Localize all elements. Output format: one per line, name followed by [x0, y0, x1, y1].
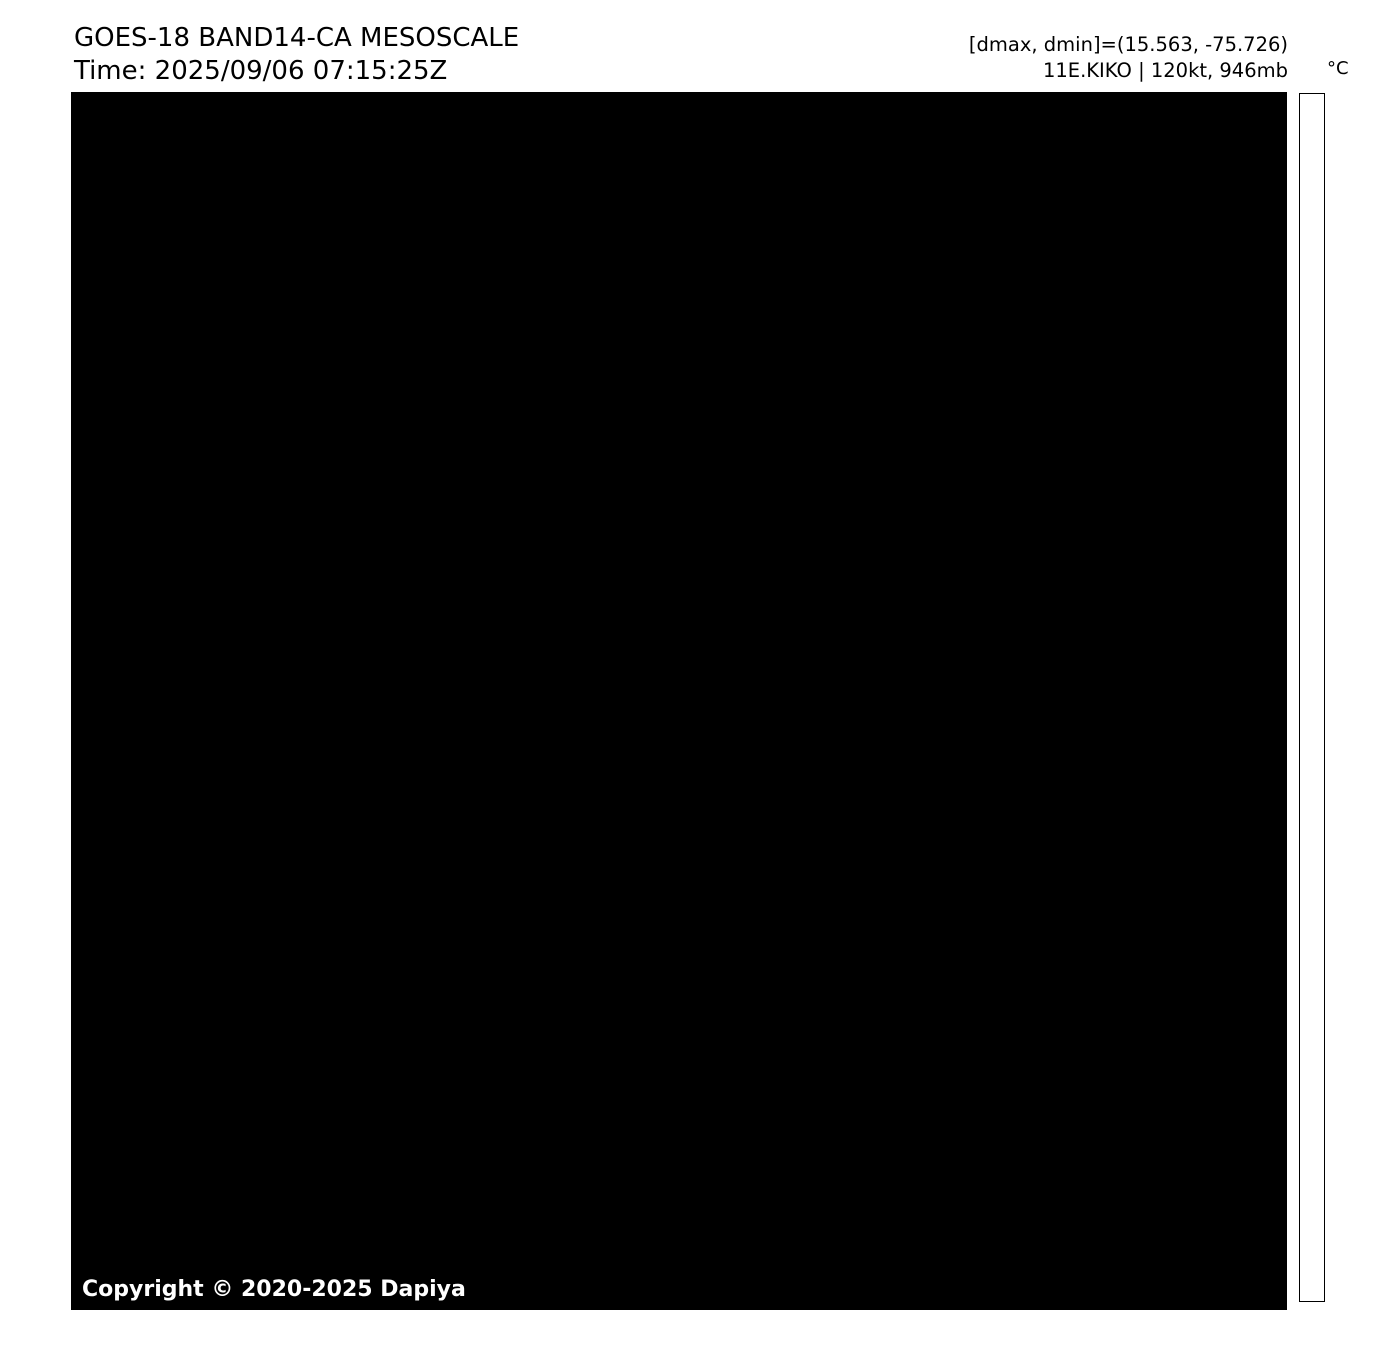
info-block: [dmax, dmin]=(15.563, -75.726) 11E.KIKO … — [969, 32, 1288, 84]
title-block: GOES-18 BAND14-CA MESOSCALE Time: 2025/0… — [74, 22, 519, 88]
storm-info: 11E.KIKO | 120kt, 946mb — [1042, 59, 1288, 82]
colorbar — [1299, 93, 1325, 1302]
chart-title: GOES-18 BAND14-CA MESOSCALE — [74, 23, 520, 53]
dmax-dmin-readout: [dmax, dmin]=(15.563, -75.726) — [968, 33, 1288, 56]
copyright-badge: Copyright © 2020-2025 Dapiya — [72, 1275, 479, 1307]
satellite-image-canvas — [72, 93, 372, 243]
map-plot-area: Copyright © 2020-2025 Dapiya — [71, 92, 1287, 1310]
colorbar-unit-label: °C — [1327, 58, 1349, 79]
chart-time: Time: 2025/09/06 07:15:25Z — [74, 56, 448, 86]
